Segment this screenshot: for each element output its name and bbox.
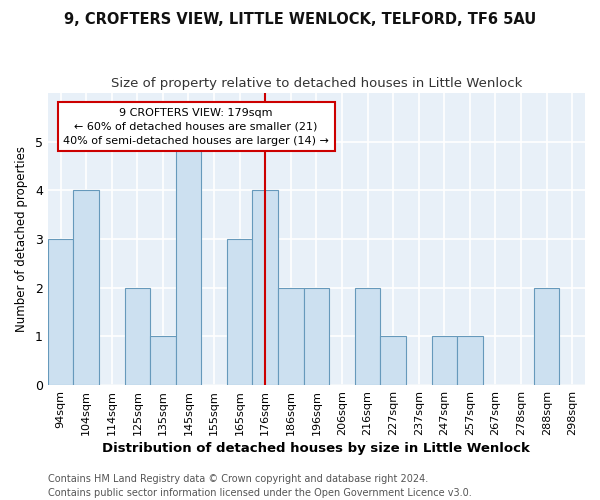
Text: Contains HM Land Registry data © Crown copyright and database right 2024.
Contai: Contains HM Land Registry data © Crown c… xyxy=(48,474,472,498)
Bar xyxy=(355,288,380,385)
Bar xyxy=(431,336,457,385)
Text: 9 CROFTERS VIEW: 179sqm
← 60% of detached houses are smaller (21)
40% of semi-de: 9 CROFTERS VIEW: 179sqm ← 60% of detache… xyxy=(63,108,329,146)
Text: 9, CROFTERS VIEW, LITTLE WENLOCK, TELFORD, TF6 5AU: 9, CROFTERS VIEW, LITTLE WENLOCK, TELFOR… xyxy=(64,12,536,28)
X-axis label: Distribution of detached houses by size in Little Wenlock: Distribution of detached houses by size … xyxy=(103,442,530,455)
Bar xyxy=(150,336,176,385)
Bar xyxy=(227,239,253,385)
Bar xyxy=(253,190,278,385)
Bar xyxy=(278,288,304,385)
Y-axis label: Number of detached properties: Number of detached properties xyxy=(15,146,28,332)
Title: Size of property relative to detached houses in Little Wenlock: Size of property relative to detached ho… xyxy=(111,78,522,90)
Bar xyxy=(380,336,406,385)
Bar xyxy=(48,239,73,385)
Bar xyxy=(125,288,150,385)
Bar xyxy=(73,190,99,385)
Bar xyxy=(304,288,329,385)
Bar xyxy=(176,142,201,385)
Bar xyxy=(457,336,482,385)
Bar xyxy=(534,288,559,385)
